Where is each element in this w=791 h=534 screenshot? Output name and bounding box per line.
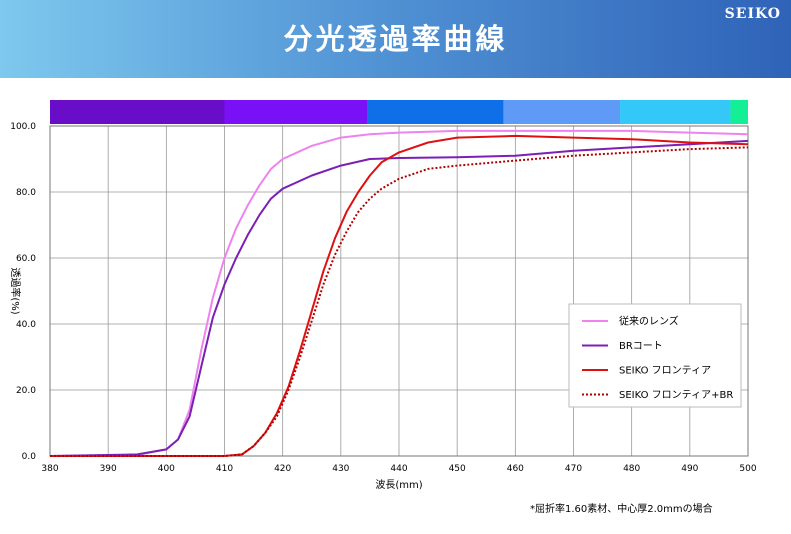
legend-label-1: BRコート — [619, 341, 663, 352]
spectrum-band-1 — [224, 100, 368, 124]
x-tick-label: 400 — [158, 464, 175, 474]
y-tick-label: 0.0 — [22, 452, 37, 462]
y-axis-label: 透過率(%) — [9, 267, 22, 314]
x-tick-label: 390 — [100, 464, 117, 474]
x-tick-label: 490 — [681, 464, 698, 474]
series-line-1 — [49, 139, 749, 457]
x-axis-label: 波長(mm) — [375, 478, 422, 491]
legend-label-0: 従来のレンズ — [619, 315, 679, 328]
brand-logo: SEIKO — [724, 6, 781, 22]
page-title: 分光透過率曲線 — [283, 22, 508, 56]
series-line-0 — [49, 129, 749, 457]
x-tick-label: 470 — [565, 464, 582, 474]
header-banner — [0, 0, 791, 78]
spectrum-band-2 — [367, 100, 504, 124]
plot-frame — [49, 125, 749, 457]
spectrum-band-4 — [620, 100, 731, 124]
y-tick-label: 40.0 — [16, 320, 36, 330]
y-tick-label: 100.0 — [10, 122, 36, 132]
y-tick-label: 20.0 — [16, 386, 36, 396]
legend-label-3: SEIKO フロンティア+BR — [619, 390, 733, 401]
x-tick-label: 420 — [274, 464, 291, 474]
x-tick-label: 480 — [623, 464, 640, 474]
y-tick-label: 60.0 — [16, 254, 36, 264]
spectrum-band-3 — [503, 100, 621, 124]
x-tick-label: 500 — [739, 464, 756, 474]
spectrum-band-5 — [730, 100, 748, 124]
x-tick-label: 440 — [390, 464, 407, 474]
x-tick-label: 430 — [332, 464, 349, 474]
legend-label-2: SEIKO フロンティア — [619, 366, 711, 377]
x-tick-label: 450 — [449, 464, 466, 474]
footnote: *屈折率1.60素材、中心厚2.0mmの場合 — [530, 504, 713, 515]
x-tick-label: 410 — [216, 464, 233, 474]
x-tick-label: 460 — [507, 464, 524, 474]
series-line-3 — [50, 146, 749, 457]
series-line-2 — [50, 134, 749, 457]
spectrum-band-0 — [50, 100, 225, 124]
legend: 従来のレンズ BRコート SEIKO フロンティア SEIKO フロンティア+BR — [568, 303, 742, 408]
y-tick-label: 80.0 — [16, 188, 36, 198]
x-tick-label: 380 — [41, 464, 58, 474]
